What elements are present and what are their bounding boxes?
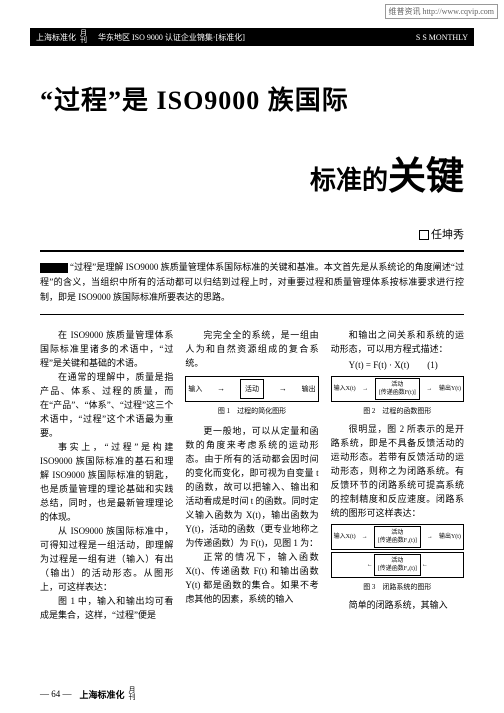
col1-p1: 在 ISO9000 族质量管理体系国际标准里诸多的术语中，“过程”是关键和基础的… [40,328,173,370]
fig1-input-label: 输入 [188,382,202,396]
arrow-right-icon: → [362,530,368,544]
title-line1: “过程”是 ISO9000 族国际 [40,80,464,117]
title-line2: 标准的关键 [40,145,464,200]
fig3-node1-bot: [传递函数F₁(t)] [378,538,417,544]
fig2-node-top: 活动 [391,382,403,388]
header-left: 上海标准化 [36,32,76,43]
figure-2-caption: 图 2 过程的函数图形 [331,404,464,418]
article-title: “过程”是 ISO9000 族国际 标准的关键 [40,80,464,200]
yuekan-vertical: 月 刊 [80,30,94,44]
arrow-right-icon: → [279,382,287,396]
divider-top [40,250,464,252]
col3-p2: 很明显，图 2 所表示的是开路系统，即是不具备反馈活动的运动形态。若带有反馈活动… [331,422,464,520]
col2-p3: 正常的情况下，输入函数 X(t)、传递函数 F(t) 和输出函数 Y(t) 都是… [185,550,318,606]
watermark: 维普资讯 http://www.cqvip.com [385,4,498,19]
figure-1-box: 输入 → 活动 → 输出 [185,376,318,402]
arrow-left-icon: ← [367,558,373,572]
arrow-left-icon: ← [422,558,428,572]
footer-yuekan-bot: 刊 [129,694,141,701]
fig3-input-label: 输入X(t) [334,530,356,544]
fig3-node2: 活动 [传递函数F₂(t)] [374,554,421,576]
header-center: 华东地区 ISO 9000 认证企业锦集·[标准化] [98,32,245,43]
formula-1: Y(t) = F(t) · X(t) (1) [331,358,464,372]
author-box-icon [419,230,429,240]
arrow-right-icon: → [427,530,433,544]
fig3-node1: 活动 [传递函数F₁(t)] [374,526,421,548]
fig1-node: 活动 [240,379,264,399]
divider-bottom [40,314,464,315]
fig2-node: 活动 [传递函数F(t)] [375,378,420,400]
author: 任坤秀 [419,226,464,242]
page-footer: — 64 — 上海标准化 月 刊 [40,687,141,701]
abstract: “过程”是理解 ISO9000 族质量管理体系国际标准的关键和基准。本文首先是从… [40,260,464,305]
figure-3-caption: 图 3 闭路系统的图形 [331,580,464,594]
col1-p3: 事实上，“过程”是构建 ISO9000 族国际标准的基石和理解 ISO9000 … [40,440,173,524]
title-line2-pre: 标准的 [310,166,388,195]
column-1: 在 ISO9000 族质量管理体系国际标准里诸多的术语中，“过程”是关键和基础的… [40,328,173,683]
arrow-right-icon: → [426,382,432,396]
abstract-text: “过程”是理解 ISO9000 族质量管理体系国际标准的关键和基准。本文首先是从… [40,262,464,302]
column-3: 和输出之间关系和系统的运动形态，可以用方程式描述： Y(t) = F(t) · … [331,328,464,683]
arrow-right-icon: → [217,382,225,396]
col1-p4: 从 ISO9000 族国际标准中，可得知过程是一组活动，即理解为过程是一组有进（… [40,524,173,594]
footer-yuekan: 月 刊 [129,687,141,701]
figure-3-row2: ← 活动 [传递函数F₂(t)] ← [331,552,464,578]
fig3-output-label: 输出Y(t) [439,530,461,544]
author-name: 任坤秀 [431,229,464,241]
body-columns: 在 ISO9000 族质量管理体系国际标准里诸多的术语中，“过程”是关键和基础的… [40,328,464,683]
fig3-node2-top: 活动 [391,558,403,564]
header-bar: 上海标准化 月 刊 华东地区 ISO 9000 认证企业锦集·[标准化] S S… [30,28,474,46]
figure-1-caption: 图 1 过程的简化图形 [185,404,318,418]
fig2-output-label: 输出Y(t) [439,382,461,396]
column-2: 完完全全的系统，是一组由人为和自然资源组成的复合系统。 输入 → 活动 → 输出… [185,328,318,683]
fig1-output-label: 输出 [302,382,316,396]
figure-1: 输入 → 活动 → 输出 图 1 过程的简化图形 [185,376,318,418]
fig3-node1-top: 活动 [391,530,403,536]
figure-3: 输入X(t) → 活动 [传递函数F₁(t)] → 输出Y(t) ← 活动 [传… [331,524,464,594]
figure-2-box: 输入X(t) → 活动 [传递函数F(t)] → 输出Y(t) [331,376,464,402]
fig3-node2-bot: [传递函数F₂(t)] [378,566,417,572]
fig2-input-label: 输入X(t) [334,382,356,396]
yuekan-bot: 刊 [80,37,94,44]
col2-p2: 更一般地，可以从定量和函数的角度来考虑系统的运动形态。由于所有的活动都会因时间的… [185,424,318,550]
arrow-right-icon: → [362,382,368,396]
header-right: S S MONTHLY [416,33,468,42]
col3-p3: 简单的闭路系统，其输入 [331,598,464,612]
fig2-node-bot: [传递函数F(t)] [379,390,416,396]
col1-p5: 图 1 中，输入和输出均可看成是集合，这样，“过程”便是 [40,594,173,622]
col3-p1: 和输出之间关系和系统的运动形态，可以用方程式描述： [331,328,464,356]
page: 维普资讯 http://www.cqvip.com 上海标准化 月 刊 华东地区… [0,0,504,713]
col2-p1: 完完全全的系统，是一组由人为和自然资源组成的复合系统。 [185,328,318,370]
footer-publication: 上海标准化 [80,688,125,701]
abstract-lead-icon [40,263,68,273]
col1-p2: 在通常的理解中，质量是指产品、体系、过程的质量，而在“产品”、“体系”、“过程”… [40,370,173,440]
page-number: — 64 — [40,689,72,699]
figure-3-row1: 输入X(t) → 活动 [传递函数F₁(t)] → 输出Y(t) [331,524,464,550]
title-keyword: 关键 [388,156,464,198]
figure-2: 输入X(t) → 活动 [传递函数F(t)] → 输出Y(t) 图 2 过程的函… [331,376,464,418]
